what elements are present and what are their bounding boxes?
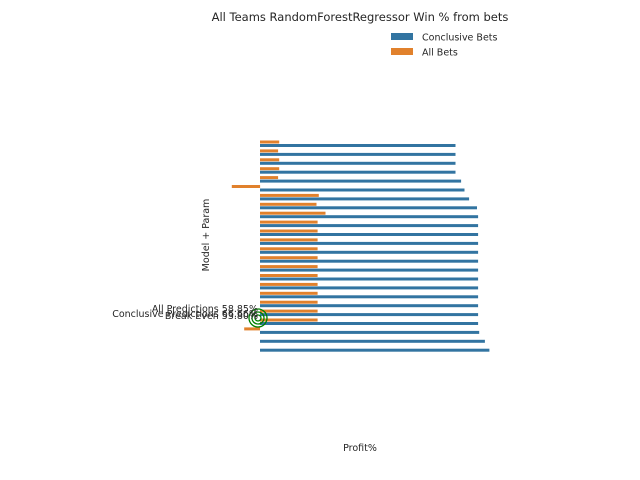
bar-conclusive-bets-14 bbox=[260, 268, 479, 272]
reference-markers: All Predictions 58.85% Conclusive Predic… bbox=[112, 304, 268, 328]
bar-all-bets-3 bbox=[260, 167, 280, 171]
bar-all-bets-15 bbox=[260, 274, 318, 277]
bar-all-bets-11 bbox=[260, 238, 318, 242]
y-axis-label: Model + Param bbox=[201, 199, 212, 272]
legend-swatch-all-bets bbox=[391, 48, 413, 55]
bar-all-bets-0 bbox=[260, 140, 280, 144]
bar-conclusive-bets-10 bbox=[260, 233, 479, 236]
reference-marker-ring bbox=[251, 311, 265, 325]
bar-all-bets-10 bbox=[260, 229, 318, 233]
bar-all-bets-6 bbox=[260, 193, 319, 197]
bar-conclusive-bets-2 bbox=[260, 161, 456, 165]
bar-all-bets-7 bbox=[260, 202, 317, 206]
bar-all-bets-5 bbox=[231, 185, 261, 188]
reference-marker-ring bbox=[248, 308, 268, 328]
bar-conclusive-bets-15 bbox=[260, 277, 479, 281]
bar-all-bets-19 bbox=[260, 309, 318, 313]
annotation-conclusive-predictions: Conclusive Predictions 66.66% bbox=[112, 309, 258, 320]
bar-conclusive-bets-0 bbox=[260, 144, 456, 147]
legend: Conclusive Bets All Bets bbox=[391, 33, 498, 59]
bar-all-bets-17 bbox=[260, 291, 318, 295]
bar-conclusive-bets-6 bbox=[260, 197, 470, 201]
bar-conclusive-bets-20 bbox=[260, 322, 479, 325]
bar-all-bets-12 bbox=[260, 247, 318, 251]
bar-conclusive-bets-8 bbox=[260, 215, 479, 219]
reference-marker-ring bbox=[254, 314, 262, 322]
bar-conclusive-bets-11 bbox=[260, 241, 479, 245]
bar-all-bets-20 bbox=[260, 318, 318, 322]
bar-conclusive-bets-3 bbox=[260, 170, 456, 174]
bar-conclusive-bets-9 bbox=[260, 224, 479, 228]
bar-conclusive-bets-1 bbox=[260, 152, 456, 156]
annotation-break-even: Break Even 53.80% bbox=[165, 311, 258, 322]
bar-all-bets-21 bbox=[244, 327, 260, 331]
bar-all-bets-4 bbox=[260, 176, 279, 180]
bar-conclusive-bets-5 bbox=[260, 188, 465, 192]
bar-all-bets-9 bbox=[260, 220, 318, 224]
bar-conclusive-bets-16 bbox=[260, 286, 479, 290]
bar-all-bets-13 bbox=[260, 256, 318, 260]
bar-conclusive-bets-21 bbox=[260, 330, 480, 334]
bar-conclusive-bets-7 bbox=[260, 206, 477, 210]
legend-label-all-bets: All Bets bbox=[422, 48, 458, 59]
bars-group bbox=[231, 140, 490, 352]
bar-all-bets-18 bbox=[260, 300, 318, 304]
bar-all-bets-16 bbox=[260, 282, 318, 286]
annotation-all-predictions: All Predictions 58.85% bbox=[152, 304, 258, 315]
bar-conclusive-bets-17 bbox=[260, 295, 479, 299]
bar-conclusive-bets-23 bbox=[260, 348, 490, 352]
legend-label-conclusive-bets: Conclusive Bets bbox=[422, 33, 498, 44]
bar-conclusive-bets-18 bbox=[260, 304, 479, 308]
bar-conclusive-bets-19 bbox=[260, 313, 479, 317]
bar-conclusive-bets-4 bbox=[260, 179, 462, 183]
x-axis-label: Profit% bbox=[343, 443, 377, 454]
legend-swatch-conclusive-bets bbox=[391, 33, 413, 40]
bar-conclusive-bets-13 bbox=[260, 259, 479, 263]
bar-all-bets-1 bbox=[260, 149, 279, 153]
bar-all-bets-2 bbox=[260, 158, 280, 162]
chart-title: All Teams RandomForestRegressor Win % fr… bbox=[212, 10, 509, 24]
bar-conclusive-bets-12 bbox=[260, 250, 479, 254]
bar-all-bets-8 bbox=[260, 211, 326, 215]
bar-all-bets-14 bbox=[260, 265, 318, 269]
bar-conclusive-bets-22 bbox=[260, 339, 485, 343]
